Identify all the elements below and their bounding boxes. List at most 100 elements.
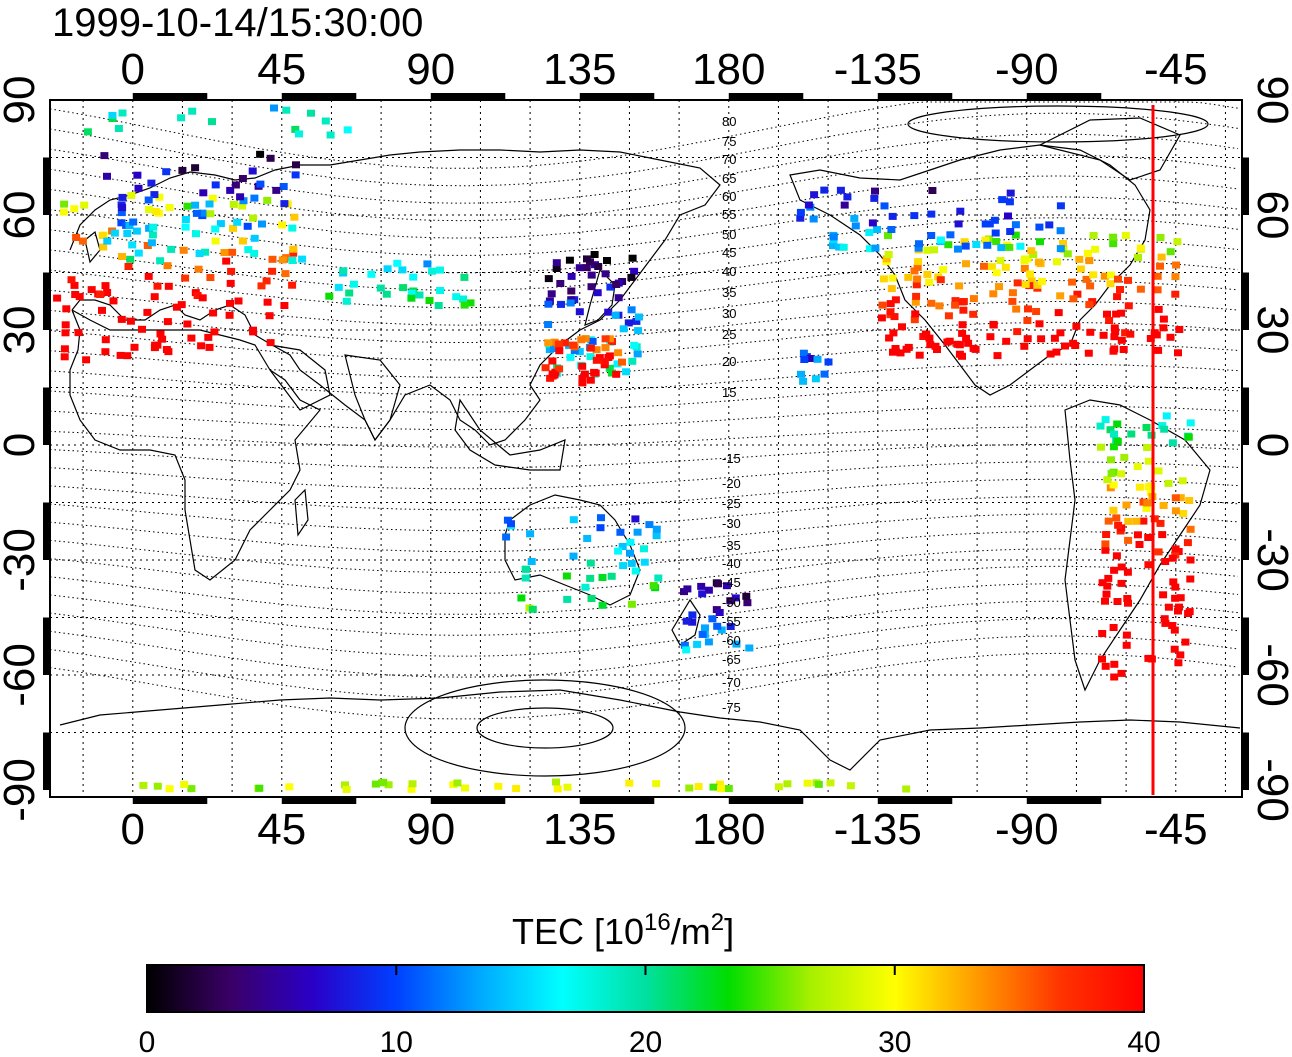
- tec-cell: [288, 281, 297, 289]
- tec-cell: [461, 784, 469, 792]
- tec-cell: [996, 257, 1005, 264]
- tec-cell: [962, 260, 970, 268]
- tec-cell: [83, 128, 92, 136]
- tec-cell: [1117, 470, 1126, 478]
- tec-cell: [103, 237, 112, 245]
- tec-cell: [1142, 504, 1151, 512]
- map-grid: [50, 100, 1242, 797]
- tec-cell: [958, 352, 966, 360]
- tec-cell: [1183, 539, 1192, 547]
- tec-cell: [289, 249, 298, 257]
- tec-cell: [262, 277, 271, 285]
- tec-cell: [1029, 251, 1038, 259]
- colorbar-label: TEC [1016/m2]: [512, 909, 734, 952]
- tec-cell: [1071, 342, 1080, 349]
- magnetic-latitude-label: 45: [722, 245, 736, 260]
- tec-cell: [726, 597, 735, 605]
- tec-cell: [436, 287, 445, 294]
- magnetic-latitude-label: -45: [722, 575, 741, 590]
- colorbar-ticks: 0 10 20 30 40: [139, 965, 1161, 1057]
- tec-cell: [231, 181, 240, 189]
- tec-cell: [118, 204, 127, 212]
- tec-cell: [645, 521, 654, 529]
- tec-cell: [588, 337, 597, 345]
- top-longitude-label: 180: [692, 45, 765, 94]
- tec-cell: [449, 781, 458, 789]
- tec-cell: [1174, 607, 1182, 615]
- tec-cell: [704, 638, 713, 646]
- tec-cell: [552, 265, 561, 272]
- tec-cell: [1089, 232, 1098, 239]
- tec-cell: [829, 242, 837, 250]
- tec-cell: [172, 303, 181, 311]
- tec-cell: [194, 265, 203, 273]
- tec-cell: [904, 343, 913, 351]
- tec-cell: [946, 231, 955, 239]
- tec-cell: [804, 201, 813, 209]
- tec-cell: [581, 583, 590, 591]
- left-axis-bar: [43, 617, 50, 675]
- tec-cell: [1035, 223, 1044, 231]
- magnetic-latitude-label: 75: [722, 134, 736, 149]
- coast-south-america: [1064, 399, 1211, 692]
- top-axis-bar: [132, 93, 208, 100]
- tec-cell: [1085, 257, 1094, 265]
- tec-cell: [408, 780, 417, 788]
- tec-cell: [550, 345, 558, 352]
- tec-cell: [280, 200, 289, 208]
- tec-cell: [865, 245, 874, 253]
- map-frame: [49, 99, 1243, 798]
- tec-cell: [1068, 278, 1077, 286]
- tec-cell: [1154, 548, 1163, 556]
- coast-new-zealand: [671, 598, 701, 646]
- tec-cell: [249, 326, 257, 334]
- tec-cell: [197, 342, 206, 350]
- tec-cell: [1056, 245, 1065, 253]
- tec-cell: [1113, 598, 1122, 605]
- tec-cell: [888, 274, 897, 282]
- tec-cell: [1109, 624, 1118, 631]
- tec-cell: [343, 126, 352, 134]
- tec-cell: [1161, 558, 1170, 565]
- tec-cell: [547, 290, 556, 298]
- tec-cell: [1173, 238, 1182, 246]
- tec-cell: [285, 783, 294, 791]
- tec-cell: [624, 319, 633, 327]
- tec-cell: [1117, 563, 1126, 571]
- tec-cell: [1102, 590, 1111, 598]
- tec-cell: [1159, 591, 1168, 599]
- tec-cell: [626, 538, 635, 546]
- tec-cell: [466, 299, 475, 307]
- tec-cell: [1171, 290, 1180, 298]
- tec-cell: [415, 291, 424, 299]
- tec-cell: [383, 265, 392, 273]
- tec-cell: [96, 291, 105, 298]
- bottom-longitude-labels: 0 45 90 135 180 -135 -90 -45: [121, 805, 1208, 854]
- tec-cell: [1106, 426, 1115, 434]
- coast-arabia: [269, 344, 331, 411]
- tec-cell: [60, 200, 69, 208]
- right-latitude-label: 30: [1248, 306, 1292, 355]
- tec-cell: [580, 370, 589, 378]
- tec-cell: [708, 615, 717, 623]
- tec-cell: [1119, 346, 1128, 353]
- magnetic-latitude-label: 60: [722, 189, 736, 204]
- tec-cell: [1110, 566, 1119, 574]
- tec-cell: [1085, 301, 1094, 309]
- tec-cell: [619, 325, 628, 333]
- tec-cell: [70, 281, 79, 289]
- tec-cell: [1099, 331, 1108, 339]
- tec-cell: [1123, 595, 1132, 602]
- tec-cell: [1168, 622, 1177, 629]
- magnetic-latitude-label: 20: [722, 354, 736, 369]
- tec-cell: [1098, 579, 1107, 587]
- tec-cell: [1107, 271, 1115, 279]
- tec-cell: [150, 344, 159, 352]
- tec-cell: [289, 245, 298, 253]
- tec-cell: [652, 780, 661, 788]
- tec-cell: [873, 226, 881, 233]
- title-timestamp: 1999-10-14/15:30:00: [52, 1, 423, 45]
- tec-cell: [605, 364, 614, 372]
- tec-cell: [630, 341, 639, 349]
- tec-cell: [1164, 479, 1173, 487]
